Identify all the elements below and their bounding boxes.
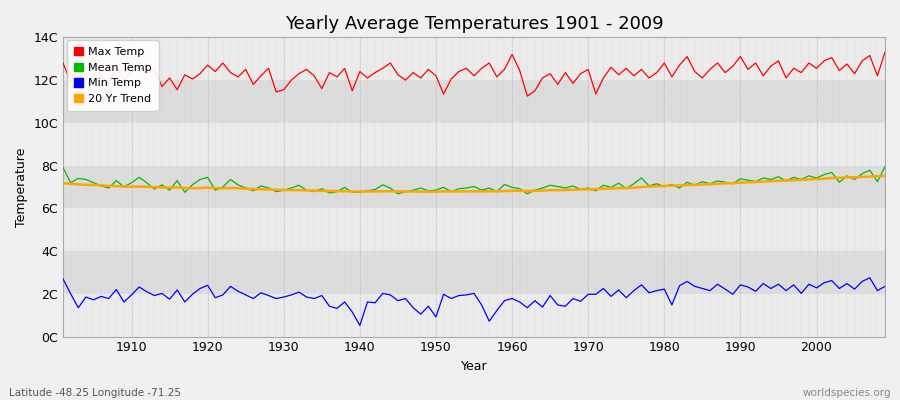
Bar: [63, 294, 885, 336]
Text: worldspecies.org: worldspecies.org: [803, 388, 891, 398]
Legend: Max Temp, Mean Temp, Min Temp, 20 Yr Trend: Max Temp, Mean Temp, Min Temp, 20 Yr Tre…: [68, 40, 158, 111]
Bar: [63, 251, 885, 294]
Bar: [63, 166, 885, 208]
Bar: [63, 208, 885, 251]
X-axis label: Year: Year: [461, 360, 487, 373]
Bar: [63, 80, 885, 123]
Y-axis label: Temperature: Temperature: [15, 147, 28, 227]
Bar: [63, 123, 885, 166]
Text: Latitude -48.25 Longitude -71.25: Latitude -48.25 Longitude -71.25: [9, 388, 181, 398]
Title: Yearly Average Temperatures 1901 - 2009: Yearly Average Temperatures 1901 - 2009: [284, 15, 663, 33]
Bar: [63, 37, 885, 80]
